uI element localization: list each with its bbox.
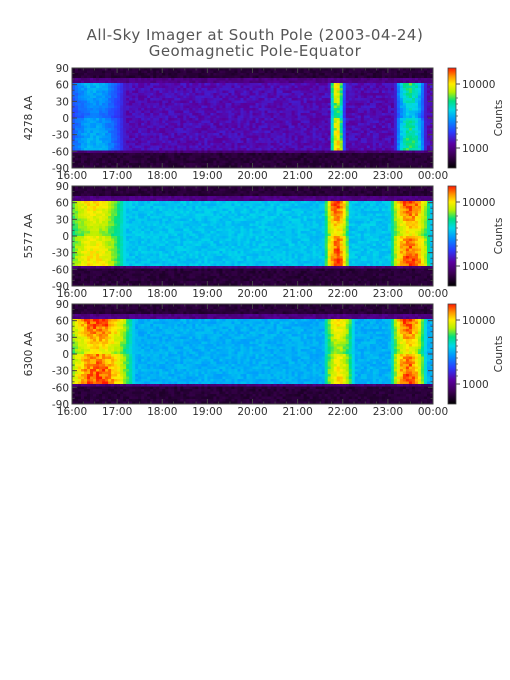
colorbar-gradient <box>447 303 457 405</box>
x-tick-label: 23:00 <box>373 406 403 418</box>
y-axis-label: 6300 AA <box>23 331 35 377</box>
x-tick-label: 20:00 <box>237 288 267 300</box>
colorbar-gradient <box>447 67 457 169</box>
colorbar-gradient <box>447 185 457 287</box>
x-tick-label: 16:00 <box>57 406 87 418</box>
y-tick-label: 30 <box>56 332 69 344</box>
x-tick-label: 16:00 <box>57 170 87 182</box>
colorbar-tick-label: 1000 <box>462 143 489 155</box>
chart-title: All-Sky Imager at South Pole (2003-04-24… <box>86 26 424 44</box>
y-tick-label: 60 <box>56 316 69 328</box>
y-tick-label: -60 <box>52 382 69 394</box>
x-tick-label: 22:00 <box>328 406 358 418</box>
y-tick-label: -30 <box>52 248 69 260</box>
chart-subtitle: Geomagnetic Pole-Equator <box>148 42 362 60</box>
y-tick-label: -30 <box>52 366 69 378</box>
x-tick-label: 19:00 <box>192 170 222 182</box>
x-tick-label: 21:00 <box>282 406 312 418</box>
y-tick-label: -60 <box>52 146 69 158</box>
x-tick-label: 17:00 <box>102 170 132 182</box>
colorbar-label: Counts <box>493 218 505 255</box>
x-tick-label: 21:00 <box>282 288 312 300</box>
y-tick-label: -30 <box>52 130 69 142</box>
heatmap <box>72 68 434 169</box>
colorbar-tick-label: 10000 <box>462 197 495 209</box>
y-tick-label: 0 <box>62 113 69 125</box>
x-tick-label: 19:00 <box>192 288 222 300</box>
y-tick-label: -90 <box>52 399 69 411</box>
colorbar-label: Counts <box>493 336 505 373</box>
colorbar-tick-label: 10000 <box>462 79 495 91</box>
x-tick-label: 17:00 <box>102 288 132 300</box>
x-tick-label: 18:00 <box>147 406 177 418</box>
y-tick-label: 90 <box>56 63 69 75</box>
colorbar-label: Counts <box>493 100 505 137</box>
x-tick-label: 23:00 <box>373 170 403 182</box>
x-tick-label: 17:00 <box>102 406 132 418</box>
colorbar: 10000 1000 Counts <box>447 185 505 287</box>
x-tick-label: 20:00 <box>237 406 267 418</box>
x-tick-label: 20:00 <box>237 170 267 182</box>
y-tick-label: 90 <box>56 299 69 311</box>
y-tick-label: 0 <box>62 231 69 243</box>
colorbar-tick-label: 1000 <box>462 261 489 273</box>
x-tick-label: 00:00 <box>418 288 448 300</box>
x-tick-label: 00:00 <box>418 406 448 418</box>
colorbar-tick-label: 10000 <box>462 315 495 327</box>
y-tick-label: -90 <box>52 163 69 175</box>
x-tick-label: 18:00 <box>147 288 177 300</box>
y-tick-label: 60 <box>56 198 69 210</box>
y-tick-label: -60 <box>52 264 69 276</box>
heatmap <box>72 304 434 405</box>
x-tick-label: 22:00 <box>328 288 358 300</box>
x-tick-label: 19:00 <box>192 406 222 418</box>
x-tick-label: 22:00 <box>328 170 358 182</box>
y-tick-label: 30 <box>56 96 69 108</box>
y-tick-label: 60 <box>56 80 69 92</box>
y-tick-label: 30 <box>56 214 69 226</box>
x-tick-label: 18:00 <box>147 170 177 182</box>
colorbar: 10000 1000 Counts <box>447 303 505 405</box>
heatmap <box>72 186 434 287</box>
y-axis-label: 5577 AA <box>23 213 35 259</box>
colorbar: 10000 1000 Counts <box>447 67 505 169</box>
y-tick-label: -90 <box>52 281 69 293</box>
colorbar-tick-label: 1000 <box>462 379 489 391</box>
x-tick-label: 16:00 <box>57 288 87 300</box>
x-tick-label: 00:00 <box>418 170 448 182</box>
x-tick-label: 21:00 <box>282 170 312 182</box>
y-tick-label: 0 <box>62 349 69 361</box>
y-axis-label: 4278 AA <box>23 95 35 141</box>
x-tick-label: 23:00 <box>373 288 403 300</box>
y-tick-label: 90 <box>56 181 69 193</box>
